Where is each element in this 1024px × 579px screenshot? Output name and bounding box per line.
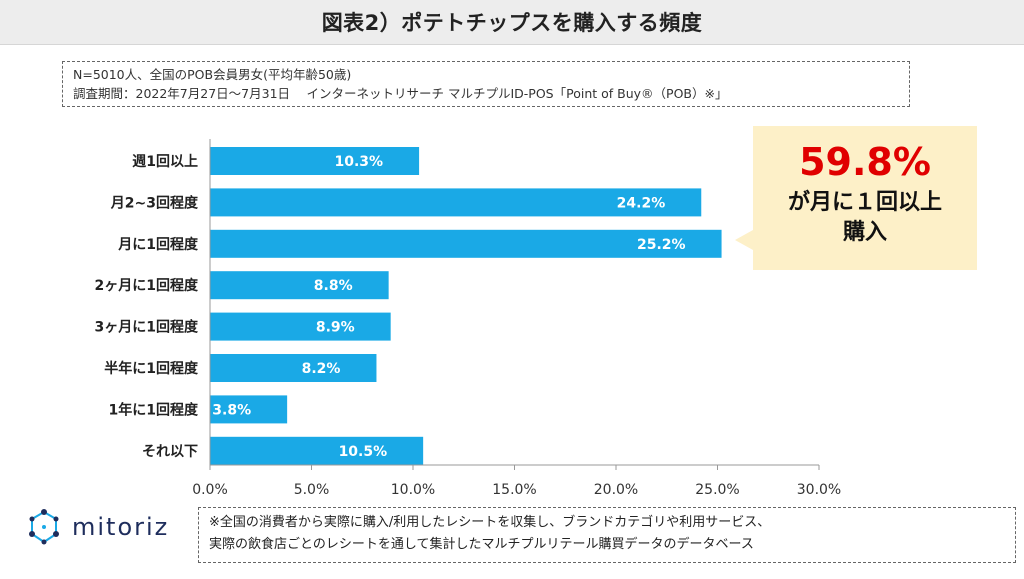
survey-info-period: 調査期間：2022年7月27日～7月31日 インターネットリサーチ マルチプルI… [73, 86, 728, 101]
category-label-0: 週1回以上 [132, 154, 198, 170]
callout-box: 59.8% が月に１回以上 購入 [753, 126, 977, 270]
bar-4 [210, 312, 391, 341]
footnote-box: ※全国の消費者から実際に購入/利用したレシートを収集し、ブランドカテゴリや利用サ… [198, 507, 1016, 563]
bar-3 [210, 271, 389, 300]
callout-percent: 59.8% [799, 140, 931, 184]
value-label-6: 3.8% [212, 402, 251, 418]
title-bar: 図表2）ポテトチップスを購入する頻度 [0, 0, 1024, 45]
mitoriz-logo: mitoriz [22, 508, 182, 548]
survey-info-sample: N=5010人、全国のPOB会員男女(平均年齢50歳) [73, 67, 352, 82]
value-label-1: 24.2% [617, 195, 666, 211]
bar-1 [210, 188, 702, 217]
x-tick-label-4: 20.0% [594, 482, 638, 498]
value-label-5: 8.2% [302, 361, 341, 377]
survey-info-box: N=5010人、全国のPOB会員男女(平均年齢50歳) 調査期間：2022年7月… [62, 61, 910, 107]
x-tick-label-0: 0.0% [192, 482, 228, 498]
chart-title: 図表2）ポテトチップスを購入する頻度 [321, 11, 703, 35]
x-tick-label-3: 15.0% [492, 482, 536, 498]
callout-pointer [735, 230, 753, 250]
value-label-7: 10.5% [339, 444, 388, 460]
x-tick-label-2: 10.0% [391, 482, 435, 498]
category-label-6: 1年に1回程度 [109, 401, 199, 418]
footnote-line2: 実際の飲食店ごとのレシートを通して集計したマルチプルリテール購買データのデータベ… [209, 537, 754, 552]
bar-7 [210, 436, 424, 465]
mitoriz-logo-icon [29, 509, 59, 545]
callout-text-line1: が月に１回以上 [787, 190, 942, 215]
bar-chart: 週1回以上 10.3% 月2~3回程度 24.2% 月に1回程度 25.2% 2ヶ月に1回程… [95, 139, 841, 498]
x-tick-label-6: 30.0% [797, 482, 841, 498]
logo-wordmark: mitoriz [72, 513, 170, 541]
bar-0 [210, 147, 420, 175]
x-tick-label-5: 25.0% [695, 482, 739, 498]
bar-2 [210, 229, 722, 258]
category-label-7: それ以下 [142, 444, 198, 460]
callout-text: が月に１回以上 購入 [753, 188, 977, 248]
value-label-0: 10.3% [335, 154, 384, 170]
value-label-3: 8.8% [314, 278, 353, 294]
category-label-5: 半年に1回程度 [104, 360, 199, 377]
category-label-2: 月に1回程度 [117, 236, 199, 253]
category-label-3: 2ヶ月に1回程度 [95, 277, 199, 294]
category-label-4: 3ヶ月に1回程度 [95, 319, 199, 336]
value-label-4: 8.9% [316, 320, 355, 336]
category-label-1: 月2~3回程度 [110, 194, 199, 211]
bar-6 [210, 395, 288, 424]
callout-text-line2: 購入 [842, 220, 887, 245]
value-label-2: 25.2% [637, 237, 686, 253]
footnote-line1: ※全国の消費者から実際に購入/利用したレシートを収集し、ブランドカテゴリや利用サ… [209, 515, 771, 530]
bar-5 [210, 354, 377, 382]
x-tick-label-1: 5.0% [294, 482, 330, 498]
